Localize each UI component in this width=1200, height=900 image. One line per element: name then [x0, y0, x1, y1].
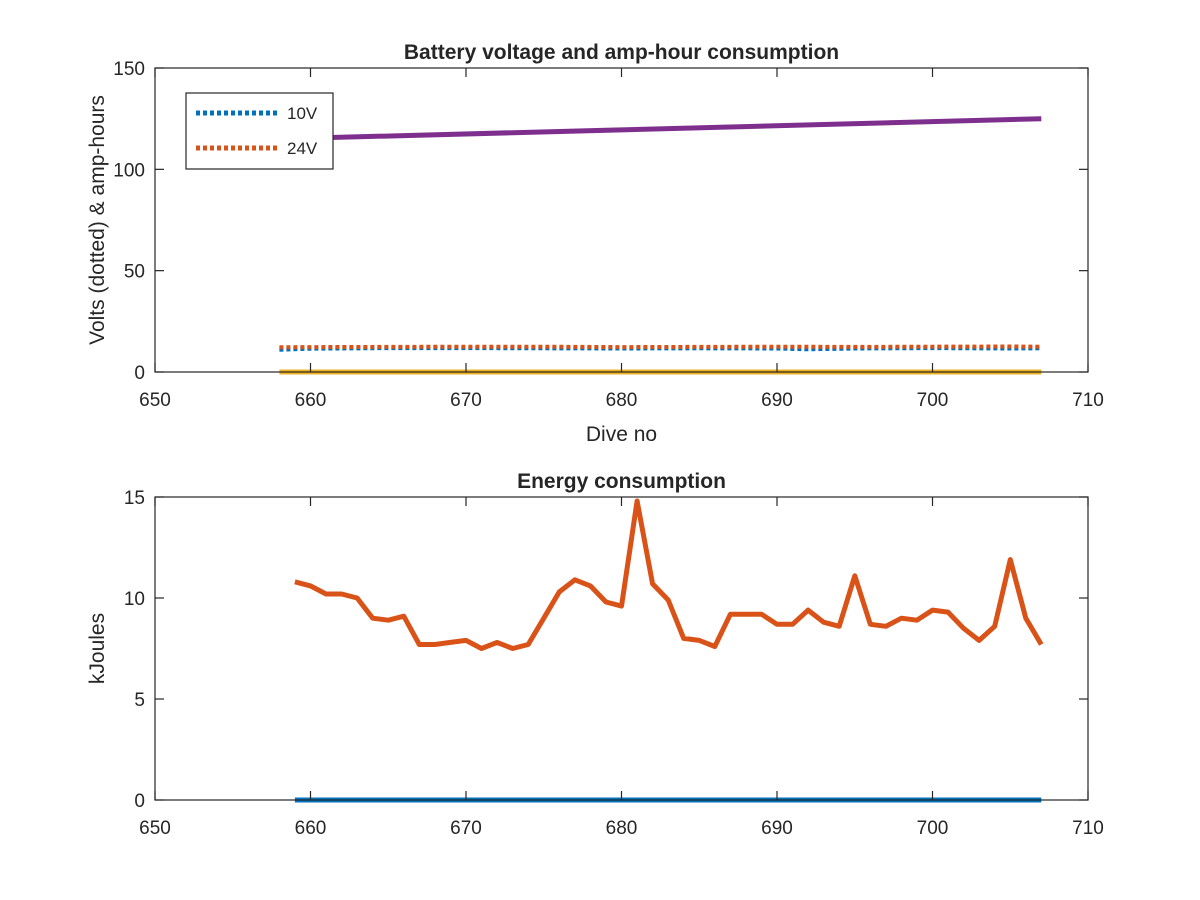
top-x-axis-label: Dive no — [586, 423, 657, 446]
top-xtick-label: 670 — [450, 390, 482, 411]
top-ytick-label: 0 — [134, 363, 145, 384]
top-axes: 650 660 670 680 690 700 710 0 50 100 150 Battery vo… — [86, 41, 1104, 446]
top-ytick-label: 100 — [113, 160, 145, 181]
bottom-y-axis-label: kJoules — [86, 613, 109, 684]
top-ytick-label: 150 — [113, 59, 145, 80]
bottom-plot-area — [155, 497, 1088, 800]
bottom-ytick-label: 15 — [124, 488, 145, 509]
bottom-xtick-label: 650 — [139, 818, 171, 839]
top-xtick-label: 690 — [761, 390, 793, 411]
top-legend-label-1: 24V — [287, 139, 318, 158]
bottom-xtick-label: 710 — [1072, 818, 1104, 839]
top-xtick-label: 650 — [139, 390, 171, 411]
bottom-xtick-label: 660 — [295, 818, 327, 839]
bottom-ytick-label: 5 — [134, 690, 145, 711]
bottom-chart-title: Energy consumption — [517, 470, 726, 493]
top-xtick-label: 710 — [1072, 390, 1104, 411]
top-legend-box — [185, 92, 334, 170]
top-y-axis-label: Volts (dotted) & amp-hours — [86, 95, 109, 345]
top-legend-label-0: 10V — [287, 104, 318, 123]
bottom-xtick-label: 670 — [450, 818, 482, 839]
bottom-xtick-label: 680 — [606, 818, 638, 839]
top-xtick-label: 660 — [295, 390, 327, 411]
top-chart-title: Battery voltage and amp-hour consumption — [404, 41, 839, 64]
top-series-1-line — [279, 344, 1042, 350]
top-xtick-label: 700 — [917, 390, 949, 411]
top-ytick-label: 50 — [124, 262, 145, 283]
bottom-xtick-label: 700 — [917, 818, 949, 839]
bottom-series-0-line — [294, 498, 1044, 651]
bottom-xtick-label: 690 — [761, 818, 793, 839]
bottom-axes: 650 660 670 680 690 700 710 0 5 10 15 Energy consum… — [86, 470, 1104, 839]
bottom-ytick-label: 10 — [124, 589, 145, 610]
bottom-ytick-label: 0 — [134, 791, 145, 812]
top-series-2-line — [279, 116, 1042, 142]
top-xtick-label: 680 — [606, 390, 638, 411]
